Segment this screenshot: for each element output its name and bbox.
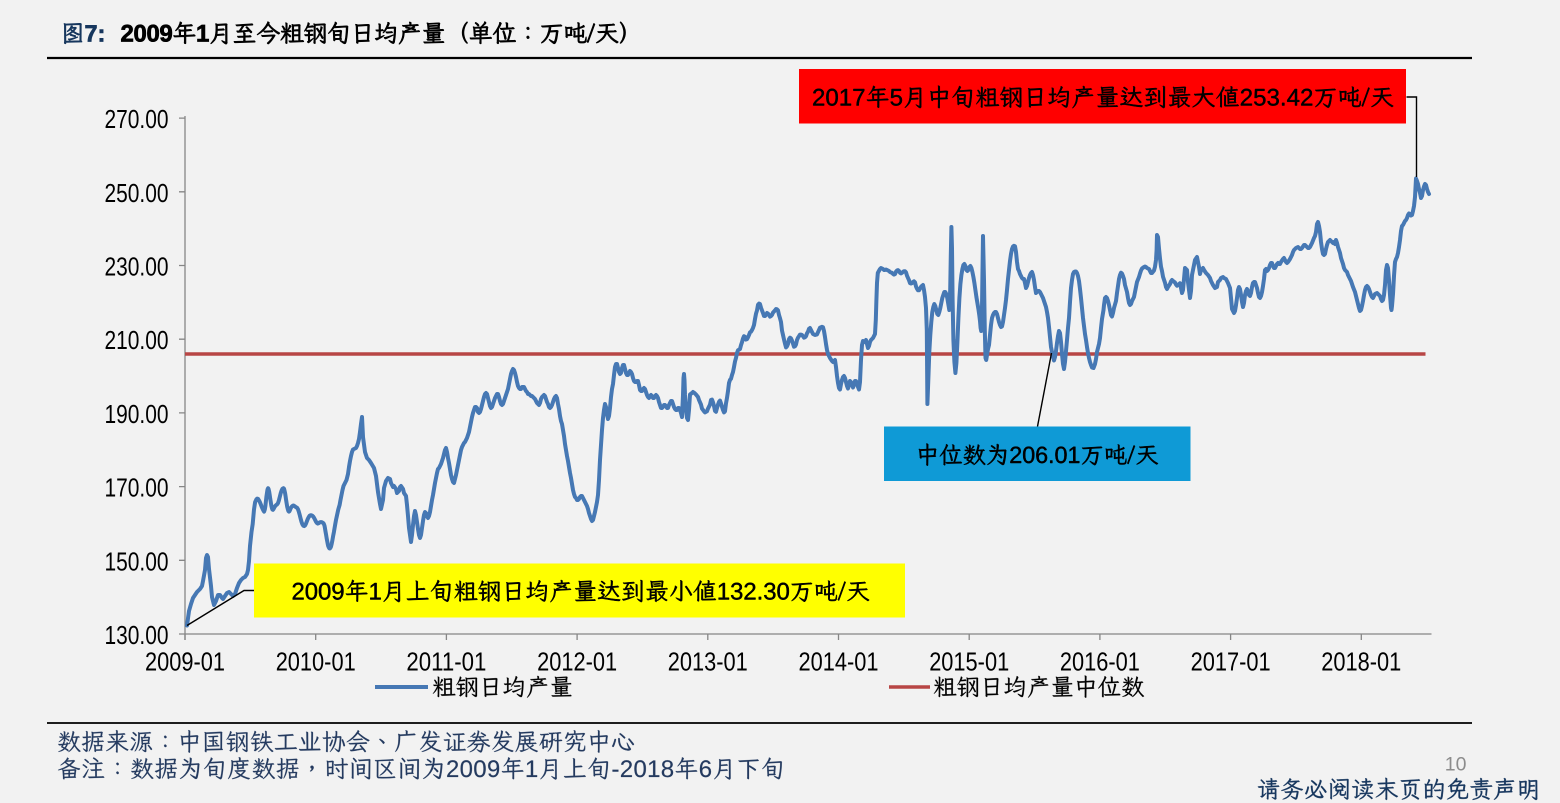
- svg-text:2016-01: 2016-01: [1060, 647, 1140, 677]
- svg-text:2010-01: 2010-01: [276, 647, 356, 677]
- svg-text:2014-01: 2014-01: [799, 647, 879, 677]
- svg-text:190.00: 190.00: [105, 399, 169, 429]
- svg-text:150.00: 150.00: [105, 546, 169, 576]
- svg-text:2018-01: 2018-01: [1321, 647, 1401, 677]
- svg-text:250.00: 250.00: [105, 178, 169, 208]
- svg-text:170.00: 170.00: [105, 473, 169, 503]
- svg-text:2012-01: 2012-01: [537, 647, 617, 677]
- svg-text:2015-01: 2015-01: [929, 647, 1009, 677]
- svg-text:2011-01: 2011-01: [406, 647, 486, 677]
- svg-text:2017-01: 2017-01: [1191, 647, 1271, 677]
- svg-text:2013-01: 2013-01: [668, 647, 748, 677]
- svg-text:10: 10: [1445, 754, 1467, 776]
- svg-text:210.00: 210.00: [105, 325, 169, 355]
- svg-text:130.00: 130.00: [105, 620, 169, 650]
- svg-text:230.00: 230.00: [105, 252, 169, 282]
- svg-text:270.00: 270.00: [105, 104, 169, 134]
- svg-text:2009-01: 2009-01: [145, 647, 225, 677]
